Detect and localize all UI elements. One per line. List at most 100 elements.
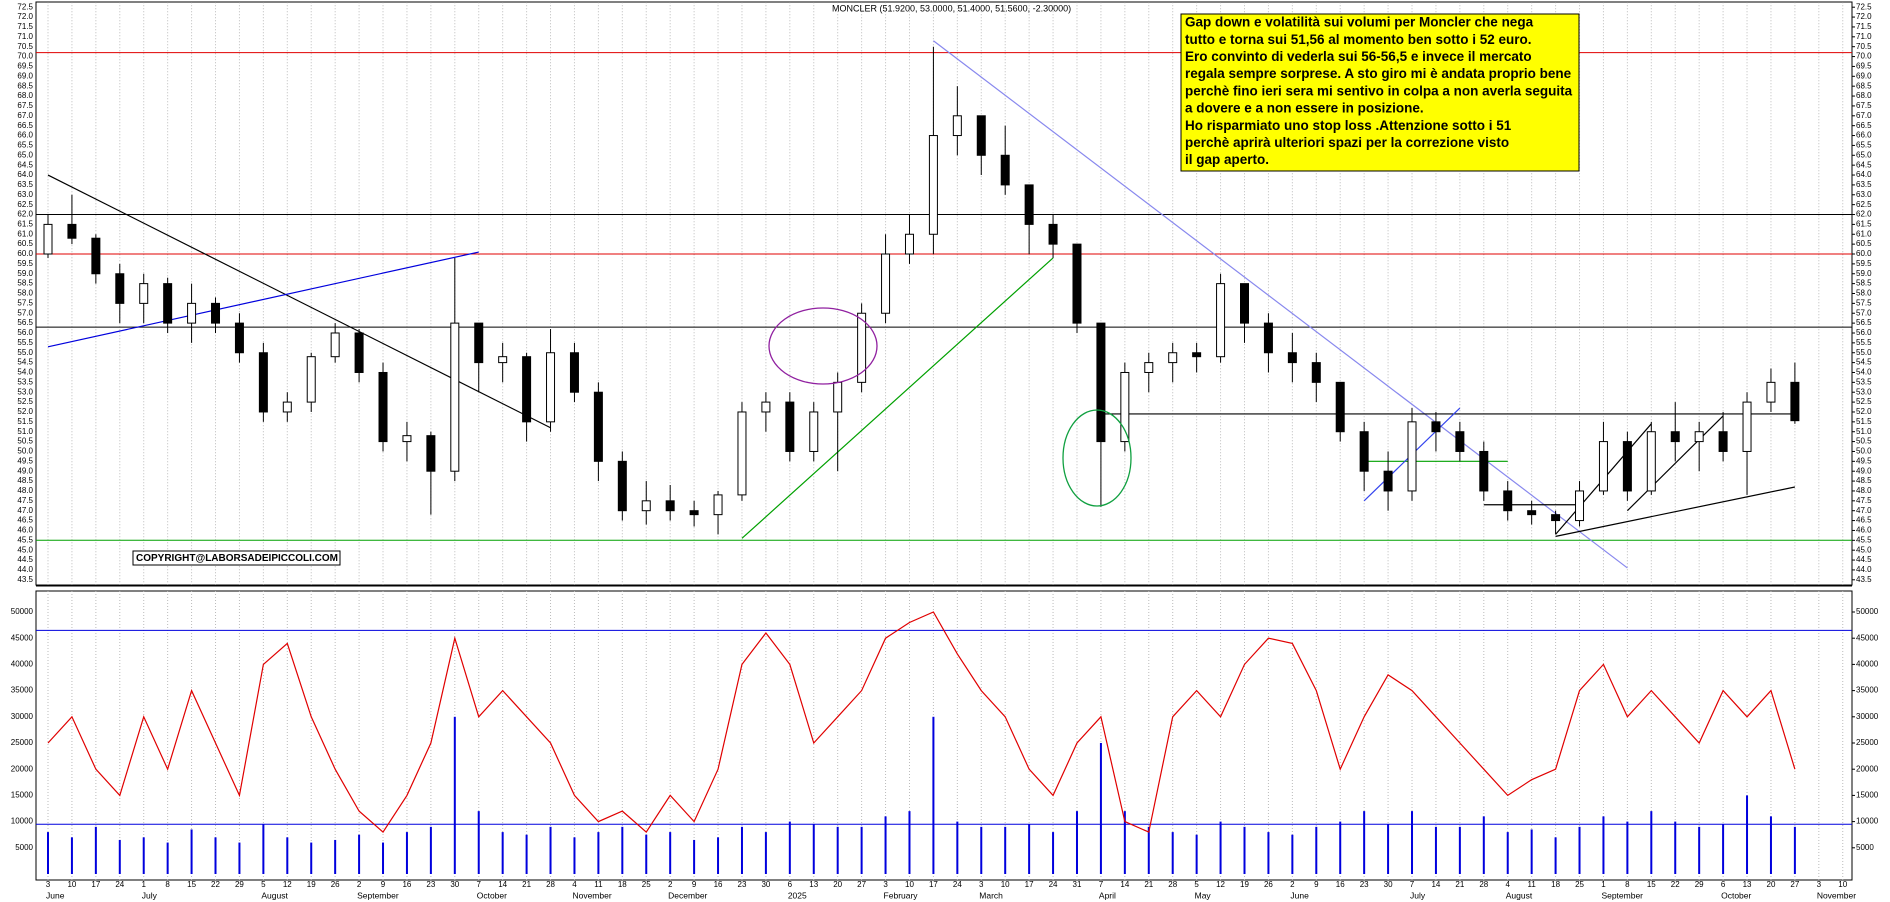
volume-bar xyxy=(1004,826,1007,874)
y-tick-label-right: 65.5 xyxy=(1856,141,1872,150)
y-tick-label: 46.5 xyxy=(17,516,33,525)
y-tick-label-right: 53.5 xyxy=(1856,377,1872,386)
volume-bar xyxy=(501,832,504,874)
volume-bar xyxy=(358,834,361,874)
y-tick-label: 54.5 xyxy=(17,358,33,367)
candle-body xyxy=(450,322,460,472)
volume-bar xyxy=(1769,816,1772,874)
volume-bar xyxy=(142,837,145,874)
highlight-ellipse xyxy=(768,307,878,385)
volume-bar xyxy=(238,842,241,874)
x-tick-label: 26 xyxy=(1264,880,1273,889)
y-tick-label-right: 49.0 xyxy=(1856,466,1872,475)
candle-body xyxy=(833,381,843,413)
y-tick-label-right: 69.0 xyxy=(1856,71,1872,80)
volume-bar xyxy=(932,716,935,874)
x-tick-label: 29 xyxy=(1695,880,1704,889)
y-tick-label-right: 35000 xyxy=(1856,686,1879,695)
y-tick-label-right: 45.5 xyxy=(1856,535,1872,544)
candle-body xyxy=(498,356,508,364)
y-tick-label-right: 63.5 xyxy=(1856,180,1872,189)
candle-body xyxy=(1144,362,1154,373)
volume-bar xyxy=(1482,816,1485,874)
y-tick-label: 68.0 xyxy=(17,91,33,100)
x-tick-label: 2 xyxy=(668,880,673,889)
candle-body xyxy=(1766,381,1776,403)
x-tick-label: 14 xyxy=(498,880,507,889)
candle-body xyxy=(1742,401,1752,452)
y-tick-label: 72.5 xyxy=(17,2,33,11)
x-tick-label: 6 xyxy=(1721,880,1726,889)
y-tick-label-right: 60.5 xyxy=(1856,239,1872,248)
candle-body xyxy=(641,500,651,512)
candle-body xyxy=(1551,514,1561,522)
month-label: October xyxy=(1721,890,1751,900)
volume-bar xyxy=(1626,821,1629,874)
x-tick-label: 1 xyxy=(141,880,146,889)
volume-bar xyxy=(1099,743,1102,874)
y-tick-label: 35000 xyxy=(11,686,34,695)
y-tick-label-right: 50.0 xyxy=(1856,447,1872,456)
candle-body xyxy=(354,332,364,373)
volume-bar xyxy=(1219,821,1222,874)
y-tick-label: 30000 xyxy=(11,712,34,721)
x-tick-label: 27 xyxy=(1790,880,1799,889)
highlight-ellipse xyxy=(1062,409,1132,507)
y-tick-label-right: 65.0 xyxy=(1856,150,1872,159)
y-tick-label: 53.5 xyxy=(17,377,33,386)
y-tick-label-right: 64.5 xyxy=(1856,160,1872,169)
volume-bar xyxy=(525,834,528,874)
y-tick-label: 44.5 xyxy=(17,555,33,564)
x-tick-label: 25 xyxy=(1575,880,1584,889)
y-tick-label: 63.5 xyxy=(17,180,33,189)
month-label: March xyxy=(979,890,1003,900)
candle-body xyxy=(1311,362,1321,383)
candle-body xyxy=(1718,431,1728,452)
candle-body xyxy=(43,223,53,255)
y-tick-label: 45.0 xyxy=(17,545,33,554)
x-tick-label: 14 xyxy=(1120,880,1129,889)
volume-bar xyxy=(1411,811,1414,874)
note-line: Ho risparmiato uno stop loss .Attenzione… xyxy=(1185,118,1512,133)
candle-body xyxy=(1790,381,1800,422)
volume-bar xyxy=(908,811,911,874)
y-tick-label-right: 48.5 xyxy=(1856,476,1872,485)
x-tick-label: 28 xyxy=(546,880,555,889)
y-tick-label: 47.0 xyxy=(17,506,33,515)
month-label: June xyxy=(46,890,65,900)
volume-bar xyxy=(1052,832,1055,874)
y-tick-label-right: 45.0 xyxy=(1856,545,1872,554)
volume-bar xyxy=(1315,826,1318,874)
x-tick-label: 6 xyxy=(788,880,793,889)
x-tick-label: 3 xyxy=(979,880,984,889)
volume-bar xyxy=(310,842,313,874)
x-tick-label: 18 xyxy=(1551,880,1560,889)
y-tick-label: 20000 xyxy=(11,764,34,773)
x-tick-label: 15 xyxy=(187,880,196,889)
volume-bar xyxy=(549,826,552,874)
y-tick-label-right: 46.5 xyxy=(1856,516,1872,525)
note-line: perchè fino ieri sera mi sentivo in colp… xyxy=(1185,83,1573,98)
y-tick-label: 50.5 xyxy=(17,437,33,446)
volume-bar xyxy=(1458,826,1461,874)
candle-body xyxy=(881,253,891,314)
y-tick-label: 50000 xyxy=(11,607,34,616)
volume-bar xyxy=(1147,826,1150,874)
y-tick-label: 64.5 xyxy=(17,160,33,169)
y-tick-label-right: 62.0 xyxy=(1856,210,1872,219)
y-tick-label-right: 57.0 xyxy=(1856,308,1872,317)
x-tick-label: 11 xyxy=(1528,880,1537,889)
volume-bar xyxy=(429,826,432,874)
x-tick-label: 20 xyxy=(1767,880,1776,889)
x-tick-label: 10 xyxy=(67,880,76,889)
y-tick-label-right: 56.5 xyxy=(1856,318,1872,327)
volume-bar xyxy=(860,826,863,874)
candle-body xyxy=(139,283,149,304)
y-tick-label-right: 60.0 xyxy=(1856,249,1872,258)
volume-bar xyxy=(262,824,265,874)
y-tick-label-right: 68.5 xyxy=(1856,81,1872,90)
y-tick-label: 60.5 xyxy=(17,239,33,248)
volume-bar xyxy=(788,821,791,874)
y-tick-label: 55.5 xyxy=(17,338,33,347)
x-tick-label: 28 xyxy=(1168,880,1177,889)
